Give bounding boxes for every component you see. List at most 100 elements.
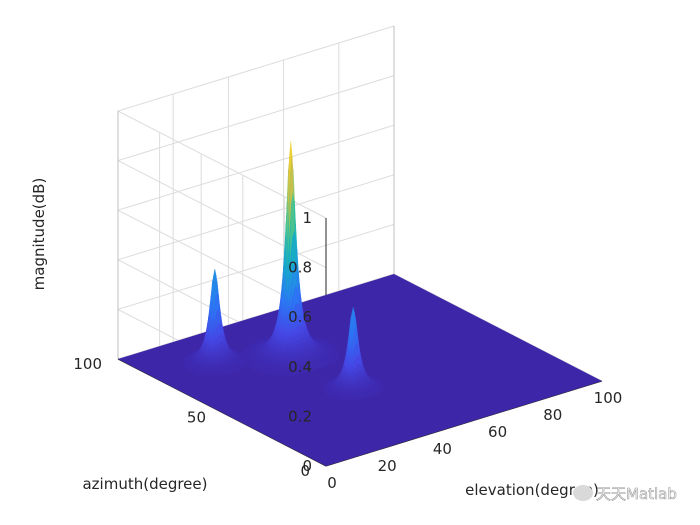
surface-facet bbox=[282, 371, 285, 377]
x-tick-label: 0 bbox=[327, 474, 337, 492]
surface-facet bbox=[320, 362, 322, 368]
surface-facet bbox=[315, 363, 318, 370]
surface-facet bbox=[201, 370, 204, 376]
surface-facet bbox=[360, 393, 363, 400]
surface-facet bbox=[255, 366, 257, 371]
z-axis-label: magnitude(dB) bbox=[30, 178, 48, 291]
surface-facet bbox=[213, 370, 216, 376]
surface-facet bbox=[321, 361, 324, 368]
surface-facet bbox=[324, 361, 326, 367]
surface-facet bbox=[329, 359, 332, 366]
grid-line bbox=[117, 223, 395, 310]
surface-facet bbox=[223, 370, 226, 376]
z-tick-label: 0.2 bbox=[288, 407, 312, 425]
surface-facet bbox=[235, 367, 237, 372]
surface-facet bbox=[242, 363, 245, 368]
surface-facet bbox=[265, 368, 267, 374]
surface-facet bbox=[351, 396, 354, 402]
surface-facet bbox=[371, 390, 374, 396]
surface-facet bbox=[337, 394, 339, 400]
surface-facet bbox=[373, 389, 375, 396]
surface-facet bbox=[211, 370, 214, 376]
surface-facet bbox=[352, 395, 355, 401]
surface-facet bbox=[368, 390, 371, 397]
surface-facet bbox=[364, 391, 367, 398]
surface-facet bbox=[217, 370, 220, 376]
surface-facet bbox=[331, 359, 333, 365]
surface-facet bbox=[268, 369, 271, 375]
surface-facet bbox=[274, 370, 277, 376]
surface-facet bbox=[272, 370, 274, 376]
z-tick-label: 1 bbox=[302, 209, 312, 227]
surface-facet bbox=[221, 370, 224, 376]
surface-facet bbox=[333, 359, 336, 364]
surface-facet bbox=[355, 395, 357, 401]
x-tick-label: 80 bbox=[543, 406, 562, 424]
surface-plot bbox=[118, 141, 602, 466]
surface-facet bbox=[216, 371, 219, 376]
surface-facet bbox=[232, 367, 235, 373]
z-tick-label: 0.4 bbox=[288, 358, 312, 376]
surface-facet bbox=[277, 371, 280, 376]
surface-facet bbox=[225, 370, 228, 375]
x-tick-label: 20 bbox=[378, 457, 397, 475]
grid-line bbox=[117, 124, 395, 211]
surface-facet bbox=[346, 396, 349, 401]
surface-facet bbox=[325, 360, 328, 367]
surface-facet bbox=[260, 367, 263, 373]
surface-facet bbox=[357, 394, 360, 400]
watermark: 天天Matlab bbox=[573, 485, 677, 503]
surface-facet bbox=[375, 389, 378, 395]
x-tick-label: 60 bbox=[488, 423, 507, 441]
surface-facet bbox=[374, 389, 377, 395]
surface-facet bbox=[198, 369, 201, 375]
surface-facet bbox=[226, 369, 229, 375]
surface-facet bbox=[210, 371, 212, 377]
surface-facet bbox=[332, 359, 335, 365]
surface-facet bbox=[311, 364, 314, 371]
surface-facet bbox=[366, 391, 368, 398]
surface-facet bbox=[362, 392, 364, 399]
y-tick-label: 0 bbox=[300, 462, 310, 480]
surface-facet bbox=[237, 366, 240, 372]
surface-facet bbox=[230, 368, 233, 374]
y-tick-label: 100 bbox=[73, 355, 102, 373]
surface-facet bbox=[229, 368, 232, 374]
surface-facet bbox=[239, 366, 241, 371]
surface-facet bbox=[359, 393, 362, 400]
surface-facet bbox=[322, 361, 325, 368]
surface-facet bbox=[333, 394, 336, 399]
surface-facet bbox=[370, 390, 373, 397]
surface-facet bbox=[194, 369, 197, 374]
surface-facet bbox=[236, 366, 239, 372]
surface-facet bbox=[314, 363, 317, 370]
surface-facet bbox=[285, 371, 287, 377]
surface-facet bbox=[344, 395, 346, 401]
surface-facet bbox=[328, 360, 331, 366]
surface-facet bbox=[348, 396, 351, 401]
grid-line bbox=[117, 174, 395, 261]
surface-facet bbox=[367, 390, 370, 397]
z-tick-label: 0.8 bbox=[288, 259, 312, 277]
x-tick-label: 100 bbox=[594, 389, 623, 407]
surface-facet bbox=[335, 356, 338, 362]
surface-facet bbox=[220, 370, 222, 376]
surface-facet bbox=[378, 388, 381, 394]
surface-facet bbox=[356, 395, 359, 401]
surface-facet bbox=[317, 362, 320, 369]
surface-facet bbox=[204, 370, 207, 376]
surface-facet bbox=[228, 369, 230, 375]
surface-facet bbox=[313, 363, 315, 371]
surface-facet bbox=[240, 364, 243, 370]
x-tick-label: 40 bbox=[433, 440, 452, 458]
surface-facet bbox=[244, 361, 247, 366]
surface-facet bbox=[363, 392, 366, 399]
y-tick-label: 50 bbox=[187, 409, 206, 427]
grid-line bbox=[117, 25, 395, 112]
y-axis-label: azimuth(degree) bbox=[82, 475, 207, 493]
watermark-text: 天天Matlab bbox=[596, 485, 677, 503]
surface-facet bbox=[340, 395, 343, 401]
surface-facet bbox=[380, 387, 383, 393]
z-tick-label: 0.6 bbox=[288, 308, 312, 326]
